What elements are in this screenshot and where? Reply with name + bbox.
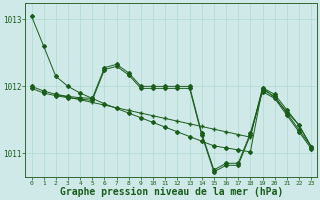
X-axis label: Graphe pression niveau de la mer (hPa): Graphe pression niveau de la mer (hPa) bbox=[60, 187, 283, 197]
